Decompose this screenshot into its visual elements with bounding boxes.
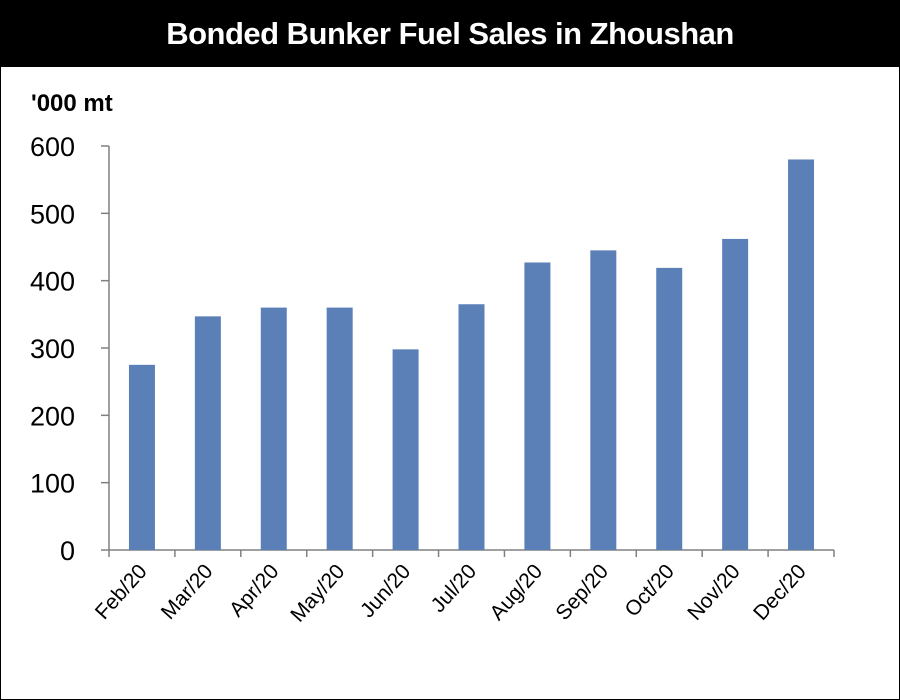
x-axis-labels: Feb/20 Mar/20 Apr/20 May/20 Jun/20 Jul/20 Aug/… [91, 560, 811, 627]
x-tick-label: Jun/20 [356, 560, 415, 622]
bar-mar-20 [194, 316, 221, 550]
y-axis-unit-label: '000 mt [31, 90, 113, 117]
x-tick-label: Apr/20 [225, 560, 283, 621]
x-tick-label: May/20 [286, 560, 349, 627]
y-tick-label: 600 [30, 132, 75, 162]
x-tick-label: Aug/20 [485, 560, 547, 625]
x-tick-label: Nov/20 [683, 560, 745, 625]
bar-nov-20 [722, 238, 749, 551]
y-axis-ticks: 0 100 200 300 400 500 600 [30, 132, 109, 566]
x-tick-label: Oct/20 [620, 560, 678, 621]
bar-apr-20 [260, 307, 287, 550]
y-tick-label: 0 [60, 536, 75, 566]
bar-feb-20 [128, 364, 155, 550]
x-tick-label: Sep/20 [551, 560, 613, 625]
bar-may-20 [326, 307, 353, 550]
bar-aug-20 [524, 262, 551, 550]
bar-jul-20 [458, 304, 485, 550]
bar-jun-20 [392, 349, 419, 550]
chart-title: Bonded Bunker Fuel Sales in Zhoushan [1, 1, 899, 67]
bar-oct-20 [656, 267, 683, 550]
x-tick-label: Jul/20 [427, 560, 482, 617]
y-tick-label: 100 [30, 469, 75, 499]
y-tick-label: 500 [30, 199, 75, 229]
y-tick-label: 300 [30, 334, 75, 364]
bar-dec-20 [788, 159, 815, 550]
bars [128, 159, 815, 551]
y-tick-label: 200 [30, 401, 75, 431]
x-tick-label: Feb/20 [91, 560, 152, 624]
y-tick-label: 400 [30, 267, 75, 297]
x-tick-label: Dec/20 [749, 560, 811, 625]
x-tick-label: Mar/20 [157, 560, 218, 624]
bar-sep-20 [590, 250, 617, 550]
